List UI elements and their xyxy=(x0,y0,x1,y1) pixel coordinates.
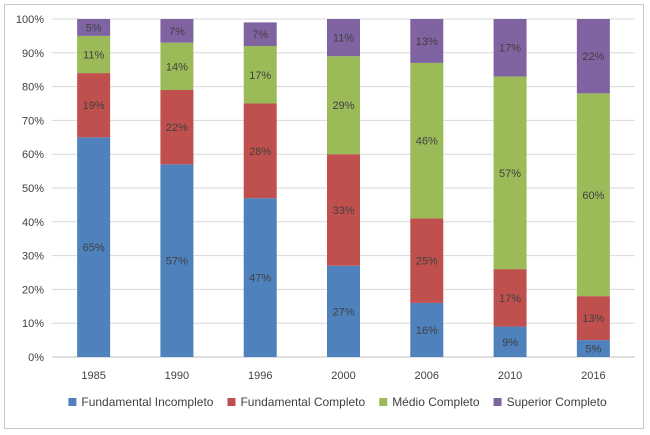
data-label: 46% xyxy=(416,136,438,148)
data-label: 22% xyxy=(582,51,604,63)
data-label: 16% xyxy=(416,325,438,337)
bar-segment-fundamental-completo-2000 xyxy=(327,154,360,266)
data-label: 7% xyxy=(169,26,185,38)
bar-segment-fundamental-incompleto-2016 xyxy=(576,340,610,357)
bar-segment-superior-completo-2006 xyxy=(410,19,444,63)
bars xyxy=(77,19,610,357)
data-label: 27% xyxy=(332,306,354,318)
data-label: 9% xyxy=(502,337,518,349)
bar-segment-superior-completo-2000 xyxy=(327,19,360,57)
bar-segment-m-dio-completo-2016 xyxy=(576,93,610,297)
legend-swatch xyxy=(493,398,502,406)
x-tick-label: 1990 xyxy=(165,370,189,382)
data-label: 17% xyxy=(499,43,521,55)
bar-segment-m-dio-completo-2000 xyxy=(327,56,360,155)
bar-segment-m-dio-completo-2010 xyxy=(493,76,527,270)
data-label: 25% xyxy=(416,256,438,268)
data-label: 17% xyxy=(249,70,271,82)
y-tick-label: 100% xyxy=(16,14,44,26)
legend: Fundamental Incompleto Fundamental Comple… xyxy=(68,395,607,409)
data-label: 17% xyxy=(499,293,521,305)
data-label: 5% xyxy=(585,344,601,356)
bar-segment-superior-completo-1990 xyxy=(160,19,194,43)
data-label: 28% xyxy=(249,146,271,158)
y-tick-label: 50% xyxy=(22,183,44,195)
bar-segment-fundamental-incompleto-1985 xyxy=(77,137,111,357)
x-tick-label: 2000 xyxy=(331,370,355,382)
bar-segment-superior-completo-2010 xyxy=(493,19,527,77)
y-tick-label: 0% xyxy=(28,352,44,364)
legend-label: Superior Completo xyxy=(507,395,607,409)
x-tick-label: 2016 xyxy=(581,370,605,382)
y-tick-label: 20% xyxy=(22,284,44,296)
legend-swatch xyxy=(379,398,388,406)
legend-label: Fundamental Completo xyxy=(240,395,365,409)
x-tick-label: 2006 xyxy=(415,370,439,382)
legend-swatch xyxy=(68,398,77,406)
data-label: 11% xyxy=(333,33,354,45)
data-label: 29% xyxy=(332,100,354,112)
data-label: 65% xyxy=(83,242,105,254)
bar-segment-fundamental-incompleto-2010 xyxy=(493,326,527,357)
legend-swatch xyxy=(227,398,236,406)
y-tick-label: 10% xyxy=(22,318,44,330)
y-tick-label: 70% xyxy=(22,115,44,127)
chart-frame xyxy=(4,4,644,429)
data-label: 5% xyxy=(86,22,102,34)
data-label: 57% xyxy=(166,256,188,268)
bar-segment-superior-completo-1985 xyxy=(77,19,111,36)
bar-segment-fundamental-completo-1985 xyxy=(77,73,111,138)
bar-segment-m-dio-completo-1996 xyxy=(243,46,277,104)
data-label: 19% xyxy=(83,100,105,112)
bar-segment-fundamental-completo-2016 xyxy=(576,296,610,341)
legend-label: Médio Completo xyxy=(392,395,480,409)
y-tick-label: 80% xyxy=(22,82,44,94)
bar-segment-m-dio-completo-1985 xyxy=(77,35,111,74)
y-tick-label: 60% xyxy=(22,149,44,161)
data-label: 22% xyxy=(166,122,188,134)
bar-segment-superior-completo-1996 xyxy=(243,22,277,47)
data-label: 7% xyxy=(252,29,268,41)
data-label: 11% xyxy=(83,49,104,61)
bar-segment-fundamental-incompleto-2000 xyxy=(327,265,360,357)
x-tick-label: 2010 xyxy=(498,370,522,382)
bar-segment-fundamental-completo-2010 xyxy=(493,269,527,327)
bar-segment-fundamental-incompleto-1996 xyxy=(243,198,277,357)
legend-item: Fundamental Completo xyxy=(227,395,366,409)
bar-segment-m-dio-completo-1990 xyxy=(160,42,194,90)
y-tick-label: 90% xyxy=(22,48,44,60)
legend-label: Fundamental Incompleto xyxy=(81,395,213,409)
axes: 0% 10% 20% 30% 40% 50% 60% 70% 80% 90% 100% 1985 199… xyxy=(16,14,635,382)
data-label: 14% xyxy=(166,61,188,73)
data-labels: 65% 19% 11% 5% 57% 22% 14% 7% 47% 28% 17% 7% 27% 33% 2… xyxy=(83,22,605,355)
data-label: 13% xyxy=(416,36,438,48)
legend-item: Fundamental Incompleto xyxy=(68,395,214,409)
data-label: 60% xyxy=(582,190,604,202)
data-label: 33% xyxy=(332,205,354,217)
y-tick-label: 30% xyxy=(22,251,44,263)
data-label: 57% xyxy=(499,168,521,180)
data-label: 13% xyxy=(582,313,604,325)
bar-segment-m-dio-completo-2006 xyxy=(410,62,444,219)
legend-item: Médio Completo xyxy=(379,395,480,409)
y-tick-label: 40% xyxy=(22,217,44,229)
bar-segment-fundamental-completo-2006 xyxy=(410,218,444,303)
bar-segment-fundamental-completo-1996 xyxy=(243,103,277,199)
data-label: 47% xyxy=(249,273,271,285)
bar-segment-superior-completo-2016 xyxy=(576,19,610,94)
bar-segment-fundamental-incompleto-1990 xyxy=(160,164,194,357)
x-tick-label: 1996 xyxy=(248,370,272,382)
bar-segment-fundamental-completo-1990 xyxy=(160,89,194,165)
legend-item: Superior Completo xyxy=(493,395,607,409)
x-tick-label: 1985 xyxy=(81,370,105,382)
bar-segment-fundamental-incompleto-2006 xyxy=(410,302,444,357)
